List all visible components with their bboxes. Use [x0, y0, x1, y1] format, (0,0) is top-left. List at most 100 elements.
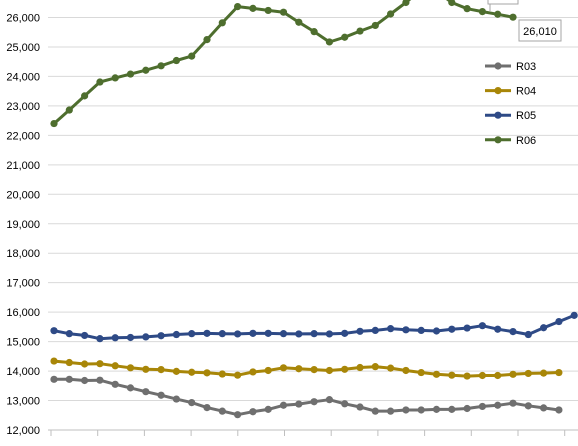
data-point [325, 396, 333, 404]
data-point [509, 327, 517, 336]
data-point [295, 18, 303, 26]
data-point [50, 327, 58, 335]
series-r06 [50, 0, 517, 128]
legend-item-r05: R05 [485, 110, 536, 122]
legend-item-r04: R04 [485, 86, 536, 98]
legend-label: R03 [516, 61, 536, 73]
data-point [50, 375, 58, 383]
data-point [356, 27, 364, 35]
data-point [157, 365, 165, 374]
data-point [234, 411, 242, 419]
data-point [494, 401, 502, 409]
data-point [310, 330, 318, 338]
data-point [279, 330, 288, 338]
data-point [188, 330, 196, 338]
data-point [188, 52, 196, 60]
data-point [295, 365, 303, 373]
data-point [325, 38, 333, 46]
legend-swatch-marker [494, 136, 502, 144]
data-point [249, 329, 257, 337]
data-point [142, 388, 150, 396]
y-axis-tick-labels: 12,000 13,000 14,000 15,000 16,000 17,000 18,0… [6, 13, 40, 438]
data-point [448, 405, 456, 413]
legend-item-r06: R06 [485, 135, 536, 147]
data-point [310, 28, 318, 36]
data-point [463, 404, 471, 413]
data-point [111, 334, 119, 342]
data-point [65, 106, 73, 114]
y-tick-label: 20,000 [6, 189, 40, 201]
data-point [126, 384, 135, 392]
data-point [478, 402, 486, 411]
data-point [540, 324, 548, 332]
y-tick-label: 13,000 [6, 396, 40, 408]
data-point [188, 368, 196, 376]
legend-swatch-marker [494, 87, 502, 95]
series-line [53, 359, 559, 378]
data-point [126, 364, 135, 372]
data-point [142, 365, 150, 373]
data-point [417, 326, 425, 335]
data-point [509, 13, 517, 21]
data-point [341, 400, 349, 408]
data-point [218, 407, 226, 415]
data-point [65, 358, 73, 367]
y-tick-label: 17,000 [6, 278, 40, 290]
data-point [96, 78, 104, 86]
data-point [387, 10, 395, 18]
legend-label: R06 [516, 135, 536, 147]
data-point [356, 403, 364, 411]
data-point [448, 0, 456, 7]
data-point [417, 406, 425, 414]
data-point [81, 92, 89, 100]
legend-swatch-marker [494, 62, 502, 70]
data-point [218, 19, 226, 27]
gridlines [48, 17, 578, 402]
y-tick-label: 18,000 [6, 248, 40, 260]
data-point [463, 5, 471, 13]
data-point [540, 404, 548, 412]
data-point [371, 21, 379, 30]
data-point [218, 330, 226, 338]
data-point [234, 330, 242, 338]
data-point [203, 369, 211, 377]
data-point [279, 8, 288, 16]
data-point [478, 322, 486, 330]
data-point [279, 401, 288, 409]
data-point [81, 360, 89, 368]
data-point [524, 402, 532, 410]
data-point [157, 62, 165, 70]
data-point [524, 369, 532, 378]
data-point [264, 6, 272, 15]
data-point [203, 329, 211, 337]
top-callout-box [487, 0, 519, 5]
series-line [54, 377, 560, 417]
legend-item-r03: R03 [485, 61, 536, 73]
data-point [478, 8, 486, 16]
data-point [402, 406, 410, 414]
y-tick-label: 23,000 [6, 101, 40, 113]
legend: R03 R04 R05 R06 [485, 61, 536, 147]
data-point [540, 369, 548, 377]
data-point [555, 368, 563, 377]
data-point [371, 326, 379, 335]
data-point [432, 370, 441, 378]
data-point [325, 366, 333, 375]
data-point [325, 330, 333, 338]
data-point [142, 66, 150, 74]
data-point [509, 399, 517, 407]
y-tick-label: 16,000 [6, 307, 40, 319]
data-point [310, 398, 318, 406]
data-point [432, 405, 441, 413]
data-point [494, 325, 502, 333]
data-point [50, 357, 58, 365]
data-point [341, 329, 349, 337]
data-point [157, 391, 165, 399]
data-point [494, 371, 502, 380]
data-point [356, 363, 364, 372]
data-callout: 26,010 [487, 0, 562, 42]
y-tick-label: 12,000 [6, 425, 40, 437]
series-line [53, 0, 514, 125]
data-point [387, 325, 395, 333]
legend-swatch-marker [494, 111, 502, 119]
